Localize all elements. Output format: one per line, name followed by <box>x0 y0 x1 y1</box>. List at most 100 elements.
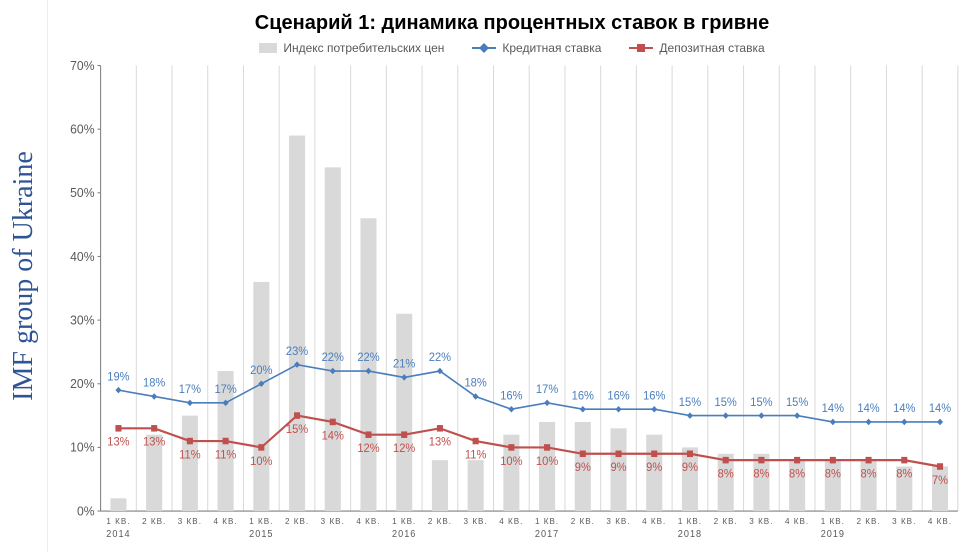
brand-text: IMF group of Ukraine <box>8 151 40 401</box>
svg-text:3 КВ.: 3 КВ. <box>464 516 488 526</box>
legend-label-cpi: Индекс потребительских цен <box>283 41 444 55</box>
svg-text:18%: 18% <box>464 377 486 389</box>
svg-text:3 КВ.: 3 КВ. <box>749 516 773 526</box>
svg-text:11%: 11% <box>215 449 236 461</box>
svg-text:14%: 14% <box>822 403 844 415</box>
chart-panel: Сценарий 1: динамика процентных ставок в… <box>48 0 980 552</box>
svg-text:14%: 14% <box>857 403 879 415</box>
svg-text:70%: 70% <box>70 59 94 73</box>
svg-text:2014: 2014 <box>106 529 130 540</box>
svg-text:12%: 12% <box>393 443 415 455</box>
svg-text:14%: 14% <box>322 430 344 442</box>
svg-text:22%: 22% <box>429 352 451 364</box>
svg-text:1 КВ.: 1 КВ. <box>535 516 559 526</box>
svg-text:4 КВ.: 4 КВ. <box>499 516 523 526</box>
svg-text:2019: 2019 <box>821 529 845 540</box>
svg-text:22%: 22% <box>357 352 379 364</box>
svg-text:9%: 9% <box>646 462 662 474</box>
svg-text:2018: 2018 <box>678 529 702 540</box>
svg-text:16%: 16% <box>500 390 522 402</box>
svg-text:22%: 22% <box>322 352 344 364</box>
svg-text:2017: 2017 <box>535 529 559 540</box>
svg-text:11%: 11% <box>179 449 200 461</box>
svg-text:7%: 7% <box>932 475 948 487</box>
brand-sidebar: IMF group of Ukraine <box>0 0 48 552</box>
svg-text:3 КВ.: 3 КВ. <box>606 516 630 526</box>
svg-text:8%: 8% <box>896 468 912 480</box>
svg-text:14%: 14% <box>893 403 915 415</box>
svg-text:8%: 8% <box>861 468 877 480</box>
svg-text:8%: 8% <box>718 468 734 480</box>
svg-text:2 КВ.: 2 КВ. <box>856 516 880 526</box>
svg-text:18%: 18% <box>143 377 165 389</box>
svg-text:20%: 20% <box>250 365 272 377</box>
svg-text:2015: 2015 <box>249 529 273 540</box>
svg-text:15%: 15% <box>679 396 701 408</box>
svg-text:17%: 17% <box>179 384 201 396</box>
chart-svg: 0% 10% 20% 30% 40% 50% 60% 70% 19% 18% 17% 17% 20% 23… <box>56 59 968 548</box>
svg-text:9%: 9% <box>610 462 626 474</box>
svg-text:23%: 23% <box>286 346 308 358</box>
svg-text:15%: 15% <box>715 396 737 408</box>
svg-text:17%: 17% <box>214 384 236 396</box>
chart-title: Сценарий 1: динамика процентных ставок в… <box>56 12 968 35</box>
svg-text:21%: 21% <box>393 358 415 370</box>
svg-text:12%: 12% <box>357 443 379 455</box>
svg-text:4 КВ.: 4 КВ. <box>356 516 380 526</box>
svg-text:20%: 20% <box>70 377 94 391</box>
svg-text:4 КВ.: 4 КВ. <box>928 516 952 526</box>
svg-text:40%: 40% <box>70 249 94 263</box>
svg-text:9%: 9% <box>575 462 591 474</box>
svg-text:4 КВ.: 4 КВ. <box>214 516 238 526</box>
svg-text:15%: 15% <box>286 424 308 436</box>
svg-text:1 КВ.: 1 КВ. <box>821 516 845 526</box>
svg-text:15%: 15% <box>786 396 808 408</box>
svg-text:16%: 16% <box>572 390 594 402</box>
svg-text:19%: 19% <box>107 371 129 383</box>
svg-text:10%: 10% <box>500 455 522 467</box>
svg-text:1 КВ.: 1 КВ. <box>678 516 702 526</box>
legend: Индекс потребительских цен Кредитная ста… <box>56 41 968 55</box>
svg-text:9%: 9% <box>682 462 698 474</box>
svg-text:1 КВ.: 1 КВ. <box>106 516 130 526</box>
svg-text:30%: 30% <box>70 313 94 327</box>
svg-text:8%: 8% <box>753 468 769 480</box>
legend-item-cpi: Индекс потребительских цен <box>259 41 444 55</box>
svg-text:8%: 8% <box>825 468 841 480</box>
svg-text:10%: 10% <box>70 440 94 454</box>
svg-text:3 КВ.: 3 КВ. <box>321 516 345 526</box>
legend-label-credit: Кредитная ставка <box>502 41 601 55</box>
svg-text:0%: 0% <box>77 504 95 518</box>
svg-text:13%: 13% <box>429 436 451 448</box>
svg-text:16%: 16% <box>643 390 665 402</box>
svg-text:13%: 13% <box>107 436 129 448</box>
svg-text:14%: 14% <box>929 403 951 415</box>
svg-text:4 КВ.: 4 КВ. <box>642 516 666 526</box>
svg-text:2 КВ.: 2 КВ. <box>571 516 595 526</box>
svg-text:10%: 10% <box>250 455 272 467</box>
chart-area: 0% 10% 20% 30% 40% 50% 60% 70% 19% 18% 17% 17% 20% 23… <box>56 59 968 548</box>
svg-text:3 КВ.: 3 КВ. <box>178 516 202 526</box>
svg-text:2 КВ.: 2 КВ. <box>714 516 738 526</box>
svg-text:15%: 15% <box>750 396 772 408</box>
svg-text:8%: 8% <box>789 468 805 480</box>
svg-text:60%: 60% <box>70 122 94 136</box>
svg-text:50%: 50% <box>70 186 94 200</box>
svg-text:1 КВ.: 1 КВ. <box>249 516 273 526</box>
svg-text:2 КВ.: 2 КВ. <box>285 516 309 526</box>
svg-text:11%: 11% <box>465 449 486 461</box>
cpi-swatch-icon <box>259 43 277 53</box>
svg-text:17%: 17% <box>536 384 558 396</box>
credit-swatch-icon <box>472 47 496 49</box>
svg-text:3 КВ.: 3 КВ. <box>892 516 916 526</box>
svg-text:1 КВ.: 1 КВ. <box>392 516 416 526</box>
deposit-swatch-icon <box>629 47 653 49</box>
svg-text:2 КВ.: 2 КВ. <box>142 516 166 526</box>
svg-text:2 КВ.: 2 КВ. <box>428 516 452 526</box>
legend-label-deposit: Депозитная ставка <box>659 41 764 55</box>
svg-text:4 КВ.: 4 КВ. <box>785 516 809 526</box>
svg-text:16%: 16% <box>607 390 629 402</box>
svg-text:10%: 10% <box>536 455 558 467</box>
svg-text:13%: 13% <box>143 436 165 448</box>
svg-text:2016: 2016 <box>392 529 416 540</box>
